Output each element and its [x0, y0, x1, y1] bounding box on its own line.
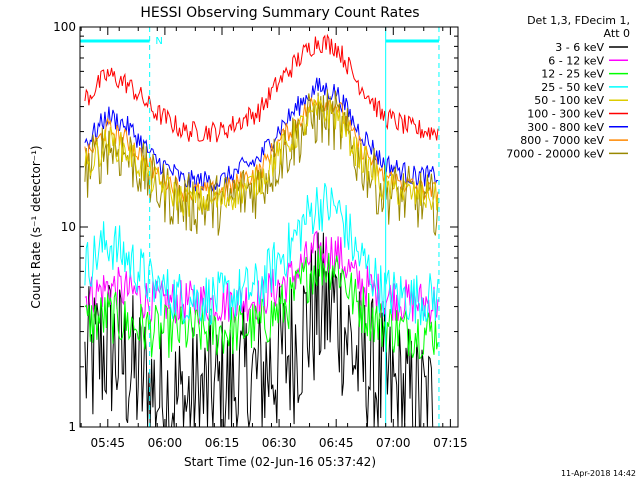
legend-entry-label: 100 - 300 keV — [527, 108, 604, 121]
series-line — [84, 96, 439, 217]
x-tick-label: 06:45 — [319, 436, 354, 450]
legend-entry-label: 6 - 12 keV — [548, 54, 604, 67]
series-line — [84, 183, 439, 326]
legend-entry-label: 50 - 100 keV — [534, 94, 604, 107]
x-tick-label: 06:15 — [205, 436, 240, 450]
series-50-100kev — [84, 96, 439, 217]
legend-entry-label: 12 - 25 keV — [541, 68, 604, 81]
series-7000-20000kev — [84, 89, 439, 236]
series-12-25kev — [84, 245, 439, 360]
legend-entry-label: 7000 - 20000 keV — [506, 147, 604, 160]
data-layer — [84, 33, 439, 428]
x-axis: 05:45 06:00 06:15 06:30 06:45 07:00 07:15 — [80, 27, 468, 450]
series-line — [84, 232, 438, 428]
y-axis: 1 10 100 — [53, 20, 458, 434]
series-line — [84, 77, 439, 192]
x-tick-label: 06:30 — [262, 436, 297, 450]
series-100-300kev — [84, 33, 439, 143]
x-tick-label: 06:00 — [148, 436, 183, 450]
series-line — [84, 33, 439, 143]
y-axis-label: Count Rate (s⁻¹ detector⁻¹) — [29, 145, 43, 308]
y-tick-label: 100 — [53, 20, 76, 34]
legend-entry-label: 300 - 800 keV — [527, 121, 604, 134]
chart-title: HESSI Observing Summary Count Rates — [140, 5, 419, 21]
x-axis-label: Start Time (02-Jun-16 05:37:42) — [184, 455, 376, 469]
legend-header-line-2: Att 0 — [604, 27, 630, 40]
legend-entry-label: 3 - 6 keV — [555, 41, 604, 54]
y-tick-label: 10 — [61, 220, 76, 234]
legend-header-line-1: Det 1,3, FDecim 1, — [527, 14, 630, 27]
y-tick-label: 1 — [68, 420, 76, 434]
x-tick-label: 07:00 — [376, 436, 411, 450]
x-tick-label: 05:45 — [90, 436, 125, 450]
annotation-layer: N — [80, 27, 440, 427]
legend-entry-label: 25 - 50 keV — [541, 81, 604, 94]
footer-date: 11-Apr-2018 14:42 — [561, 469, 636, 478]
saa-marker-label: N — [155, 36, 162, 47]
series-3-6kev — [84, 232, 438, 428]
legend-entry-label: 800 - 7000 keV — [520, 134, 604, 147]
series-line — [84, 89, 439, 236]
x-tick-label: 07:15 — [433, 436, 468, 450]
series-line — [84, 245, 439, 360]
series-300-800kev — [84, 77, 439, 192]
series-25-50kev — [84, 183, 439, 326]
